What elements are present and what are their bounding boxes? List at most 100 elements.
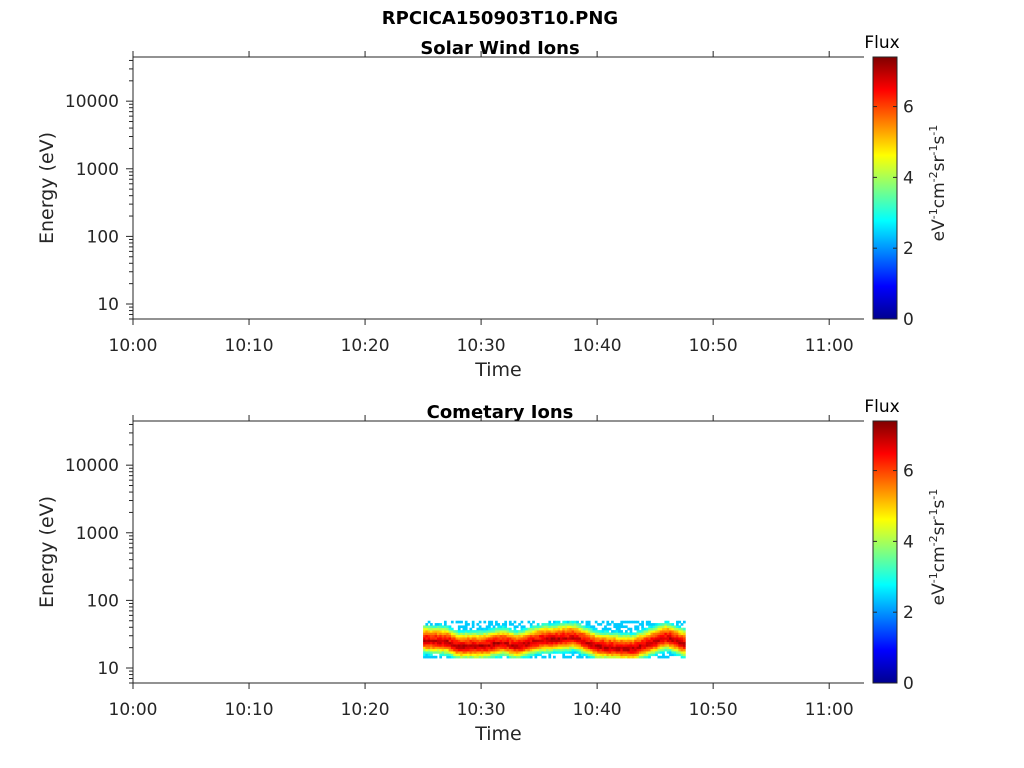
heatmap-cell — [525, 655, 528, 659]
heatmap-cell — [597, 655, 600, 659]
heatmap-cell — [453, 648, 456, 652]
heatmap-cell — [564, 646, 568, 650]
heatmap-cell — [629, 641, 633, 645]
heatmap-cell — [571, 637, 575, 640]
heatmap-cell — [518, 630, 521, 633]
heatmap-cell — [515, 625, 519, 629]
heatmap-cell — [601, 653, 605, 657]
heatmap-cell — [485, 630, 489, 633]
heatmap-cell — [450, 632, 454, 636]
heatmap-cell — [546, 623, 549, 626]
heatmap-cell — [501, 627, 505, 631]
heatmap-cell — [488, 653, 491, 657]
heatmap-cell — [643, 634, 647, 638]
heatmap-cell — [492, 637, 496, 640]
heatmap-cell — [648, 644, 651, 647]
heatmap-cell — [441, 653, 445, 657]
heatmap-cell — [522, 634, 526, 638]
heatmap-cell — [641, 651, 644, 654]
heatmap-cell — [464, 644, 468, 647]
heatmap-cell — [659, 637, 663, 640]
heatmap-cell — [585, 634, 589, 638]
heatmap-cell — [618, 634, 621, 638]
heatmap-cell — [573, 630, 577, 633]
heatmap-cell — [662, 646, 665, 650]
heatmap-cell — [481, 651, 484, 654]
heatmap-cell — [522, 651, 526, 654]
heatmap-cell — [427, 627, 431, 631]
heatmap-cell — [662, 630, 665, 633]
heatmap-cell — [671, 630, 675, 633]
heatmap-cell — [553, 625, 556, 629]
heatmap-cell — [627, 653, 631, 657]
heatmap-cell — [541, 634, 545, 638]
heatmap-cell — [613, 632, 617, 636]
heatmap-cell — [481, 644, 484, 647]
heatmap-cell — [594, 627, 598, 631]
heatmap-cell — [604, 627, 607, 631]
heatmap-cell — [624, 653, 628, 657]
heatmap-cell — [608, 653, 612, 657]
heatmap-cell — [467, 637, 470, 640]
heatmap-cell — [471, 630, 475, 633]
heatmap-cell — [604, 653, 607, 657]
heatmap-cell — [546, 637, 549, 640]
heatmap-cell — [483, 646, 487, 650]
heatmap-cell — [462, 632, 466, 636]
heatmap-cell — [464, 620, 468, 624]
heatmap-cell — [504, 620, 508, 624]
heatmap-cell — [648, 641, 651, 645]
heatmap-cell — [476, 632, 480, 636]
heatmap-cell — [566, 632, 570, 636]
heatmap-cell — [573, 646, 577, 650]
heatmap-cell — [562, 641, 566, 645]
heatmap-cell — [423, 637, 426, 640]
heatmap-cell — [511, 646, 514, 650]
heatmap-cell — [534, 651, 538, 654]
heatmap-cell — [423, 655, 426, 659]
heatmap-cell — [548, 639, 552, 643]
heatmap-cell — [453, 655, 456, 659]
heatmap-cell — [508, 620, 512, 624]
heatmap-cell — [566, 630, 570, 633]
heatmap-cell — [506, 627, 510, 631]
heatmap-cell — [560, 637, 563, 640]
heatmap-cell — [566, 623, 570, 626]
heatmap-cell — [536, 627, 540, 631]
heatmap-cell — [669, 653, 672, 657]
heatmap-cell — [634, 648, 637, 652]
heatmap-cell — [427, 634, 431, 638]
heatmap-cell — [662, 641, 665, 645]
heatmap-cell — [492, 634, 496, 638]
heatmap-cell — [592, 627, 596, 631]
heatmap-cell — [657, 648, 661, 652]
heatmap-cell — [608, 637, 612, 640]
heatmap-cell — [562, 623, 566, 626]
x-tick-label: 10:30 — [457, 700, 506, 720]
heatmap-cell — [478, 627, 482, 631]
heatmap-cell — [652, 653, 656, 657]
heatmap-cell — [638, 641, 642, 645]
heatmap-cell — [520, 632, 524, 636]
heatmap-cell — [536, 648, 540, 652]
heatmap-cell — [645, 627, 649, 631]
heatmap-cell — [532, 634, 535, 638]
heatmap-cell — [425, 641, 429, 645]
heatmap-cell — [573, 639, 577, 643]
heatmap-cell — [555, 651, 559, 654]
heatmap-cell — [573, 637, 577, 640]
heatmap-cell — [432, 637, 436, 640]
heatmap-cell — [676, 648, 679, 652]
heatmap-cell — [604, 632, 607, 636]
heatmap-cell — [485, 627, 489, 631]
y-tick-label: 10000 — [65, 456, 119, 476]
heatmap-cell — [606, 632, 610, 636]
heatmap-cell — [673, 630, 677, 633]
heatmap-cell — [594, 620, 598, 624]
x-tick-label: 10:50 — [689, 336, 738, 356]
heatmap-cell — [620, 632, 624, 636]
heatmap-cell — [599, 648, 603, 652]
heatmap-cell — [460, 646, 463, 650]
heatmap-cell — [520, 634, 524, 638]
heatmap-cell — [529, 637, 533, 640]
